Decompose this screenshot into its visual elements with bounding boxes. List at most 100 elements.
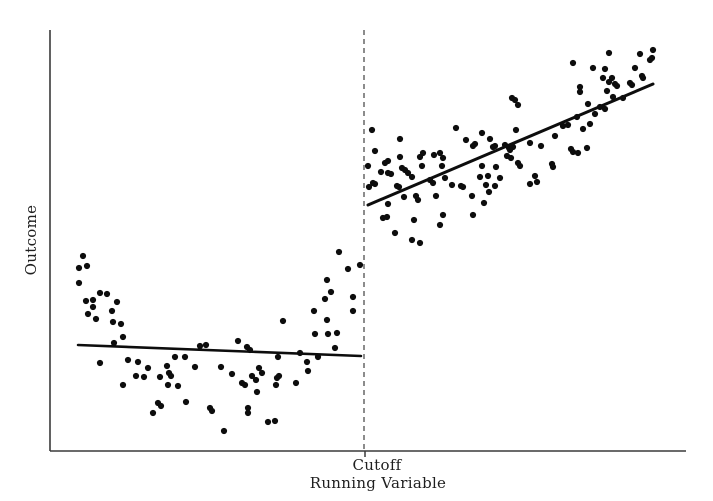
data-point (82, 297, 90, 305)
data-point (396, 135, 404, 143)
cutoff-label: Cutoff (352, 456, 402, 474)
data-point (486, 135, 494, 143)
data-point (220, 427, 228, 435)
data-point (400, 193, 408, 201)
data-point (311, 330, 319, 338)
right-fit-line (366, 82, 655, 207)
data-point (574, 149, 582, 157)
data-point (613, 82, 621, 90)
data-point (639, 74, 647, 82)
data-point (591, 110, 599, 118)
data-point (533, 178, 541, 186)
data-point (549, 163, 557, 171)
data-point (248, 372, 256, 380)
data-point (171, 353, 179, 361)
data-point (323, 316, 331, 324)
data-point (514, 101, 522, 109)
data-point (603, 87, 611, 95)
data-point (605, 49, 613, 57)
data-point (491, 182, 499, 190)
data-point (441, 174, 449, 182)
y-axis-label: Outcome (22, 205, 40, 276)
data-point (408, 236, 416, 244)
data-point (506, 146, 514, 154)
data-point (429, 179, 437, 187)
data-point (579, 125, 587, 133)
data-point (344, 265, 352, 273)
data-point (119, 381, 127, 389)
data-point (478, 162, 486, 170)
data-point (117, 320, 125, 328)
data-point (511, 96, 519, 104)
data-point (92, 315, 100, 323)
data-point (395, 183, 403, 191)
left-fit-line (76, 343, 363, 358)
data-point (292, 379, 300, 387)
data-point (89, 296, 97, 304)
data-point (569, 59, 577, 67)
data-point (149, 409, 157, 417)
data-point (387, 170, 395, 178)
data-point (438, 162, 446, 170)
data-point (379, 214, 387, 222)
data-point (335, 248, 343, 256)
data-point (310, 307, 318, 315)
data-point (167, 372, 175, 380)
data-point (252, 376, 260, 384)
data-point (241, 381, 249, 389)
data-point (605, 78, 613, 86)
data-point (432, 192, 440, 200)
data-point (646, 56, 654, 64)
data-point (364, 162, 372, 170)
data-point (321, 295, 329, 303)
data-point (253, 388, 261, 396)
data-point (75, 279, 83, 287)
data-point (410, 216, 418, 224)
data-point (381, 159, 389, 167)
data-point (599, 74, 607, 82)
data-point (636, 50, 644, 58)
data-point (134, 358, 142, 366)
data-point (507, 154, 515, 162)
data-point (414, 196, 422, 204)
data-point (132, 372, 140, 380)
data-point (371, 180, 379, 188)
data-point (264, 418, 272, 426)
data-point (174, 382, 182, 390)
data-point (182, 398, 190, 406)
data-point (576, 88, 584, 96)
data-point (418, 162, 426, 170)
data-point (436, 149, 444, 157)
data-point (628, 81, 636, 89)
data-point (202, 341, 210, 349)
data-point (469, 211, 477, 219)
data-point (324, 330, 332, 338)
data-point (452, 124, 460, 132)
data-point (512, 126, 520, 134)
data-point (349, 293, 357, 301)
data-point (304, 367, 312, 375)
data-point (79, 252, 87, 260)
data-point (234, 337, 242, 345)
data-point (469, 142, 477, 150)
data-point (489, 143, 497, 151)
data-point (564, 121, 572, 129)
data-point (631, 64, 639, 72)
data-point (96, 359, 104, 367)
data-point (217, 363, 225, 371)
data-point (75, 264, 83, 272)
data-point (526, 180, 534, 188)
data-point (586, 120, 594, 128)
data-point (84, 310, 92, 318)
data-point (576, 83, 584, 91)
data-point (531, 172, 539, 180)
data-point (462, 136, 470, 144)
data-point (333, 329, 341, 337)
data-point (478, 129, 486, 137)
data-point (468, 192, 476, 200)
data-point (609, 93, 617, 101)
data-point (274, 353, 282, 361)
data-point (601, 105, 609, 113)
